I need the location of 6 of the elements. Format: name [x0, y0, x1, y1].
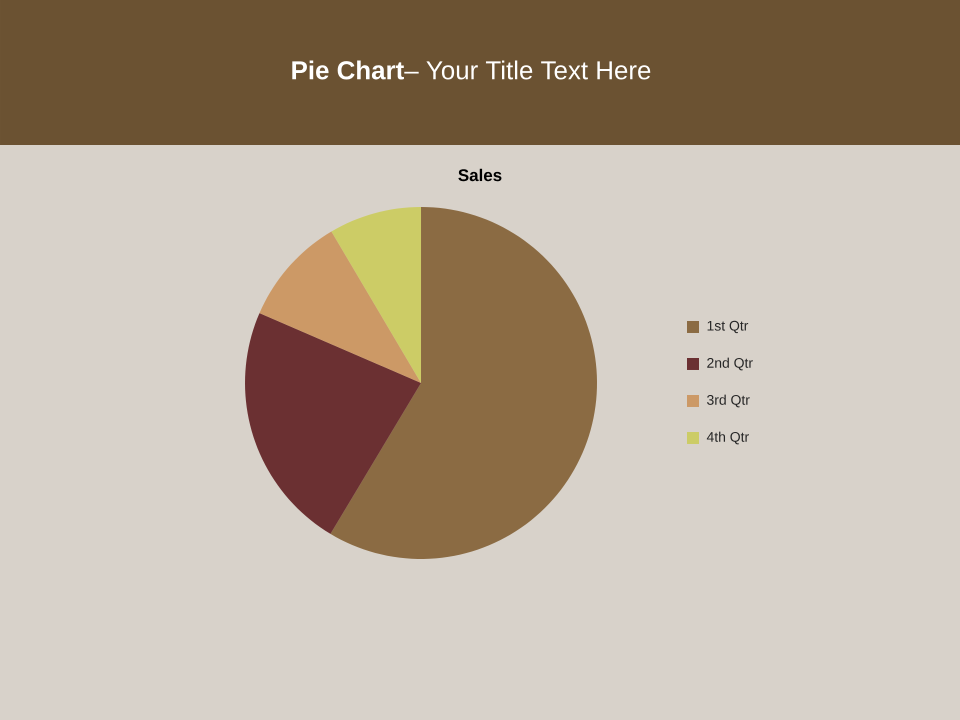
- text: Pie Chart– Your Title Text Here: [292, 60, 650, 80]
- legend-label: 4th Qtr: [706, 432, 749, 444]
- legend-label: 1st Qtr: [708, 320, 748, 334]
- legend-label: 2nd Qtr: [707, 358, 753, 370]
- legend-label: 3rd Qtr: [707, 394, 750, 408]
- chart-title: Sales: [458, 168, 502, 182]
